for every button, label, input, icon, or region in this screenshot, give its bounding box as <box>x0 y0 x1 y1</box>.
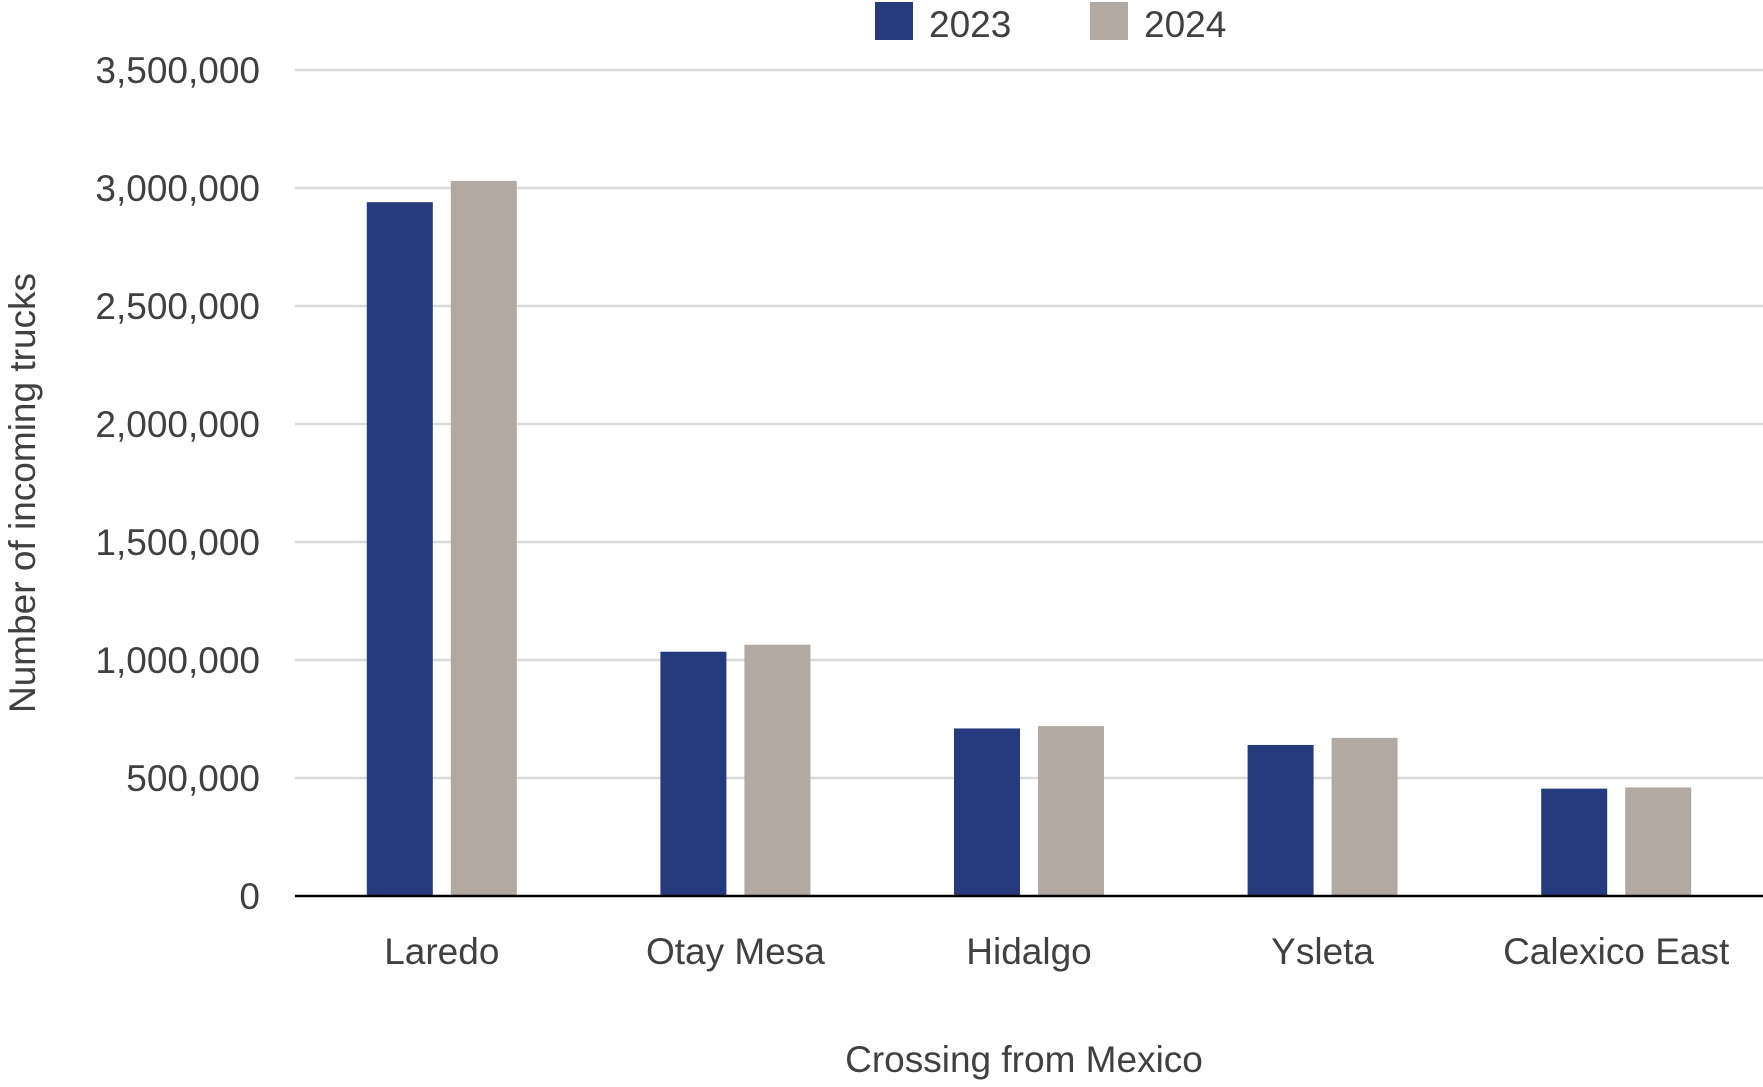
y-tick-label: 3,500,000 <box>95 50 260 91</box>
y-tick-label: 500,000 <box>126 758 260 799</box>
x-tick-label: Ysleta <box>1271 931 1374 972</box>
bar-2024-hidalgo <box>1038 726 1104 896</box>
y-tick-label: 0 <box>239 876 260 917</box>
y-axis-ticks: 0 500,000 1,000,000 1,500,000 2,000,000 2,500… <box>95 50 260 917</box>
bar-2024-laredo <box>450 180 517 897</box>
bar-2023-calexico-east <box>1541 788 1608 896</box>
x-tick-label: Laredo <box>384 931 499 972</box>
x-tick-label: Hidalgo <box>966 931 1091 972</box>
bar-2024-calexico-east <box>1625 787 1692 896</box>
x-axis-categories: Laredo Otay Mesa Hidalgo Ysleta Calexico Eas… <box>384 931 1730 972</box>
gridlines <box>295 68 1763 780</box>
x-tick-label: Calexico East <box>1503 931 1730 972</box>
bars <box>366 180 1692 897</box>
legend-label-2024: 2024 <box>1144 4 1226 45</box>
legend: 2023 2024 <box>875 2 1226 45</box>
bar-2023-otay-mesa <box>660 651 727 896</box>
y-tick-label: 2,000,000 <box>95 404 260 445</box>
x-axis-title: Crossing from Mexico <box>845 1039 1203 1080</box>
x-tick-label: Otay Mesa <box>646 931 825 972</box>
bar-2024-ysleta <box>1331 737 1398 896</box>
y-tick-label: 3,000,000 <box>95 168 260 209</box>
bar-2023-hidalgo <box>954 728 1020 896</box>
bar-2024-otay-mesa <box>744 644 811 896</box>
legend-swatch-2024 <box>1090 2 1128 40</box>
y-tick-label: 1,500,000 <box>95 522 260 563</box>
y-tick-label: 2,500,000 <box>95 286 260 327</box>
legend-swatch-2023 <box>875 2 913 40</box>
bar-2023-laredo <box>366 202 433 896</box>
y-axis-title: Number of incoming trucks <box>2 273 43 713</box>
legend-label-2023: 2023 <box>929 4 1011 45</box>
y-tick-label: 1,000,000 <box>95 640 260 681</box>
bar-2023-ysleta <box>1247 744 1314 896</box>
